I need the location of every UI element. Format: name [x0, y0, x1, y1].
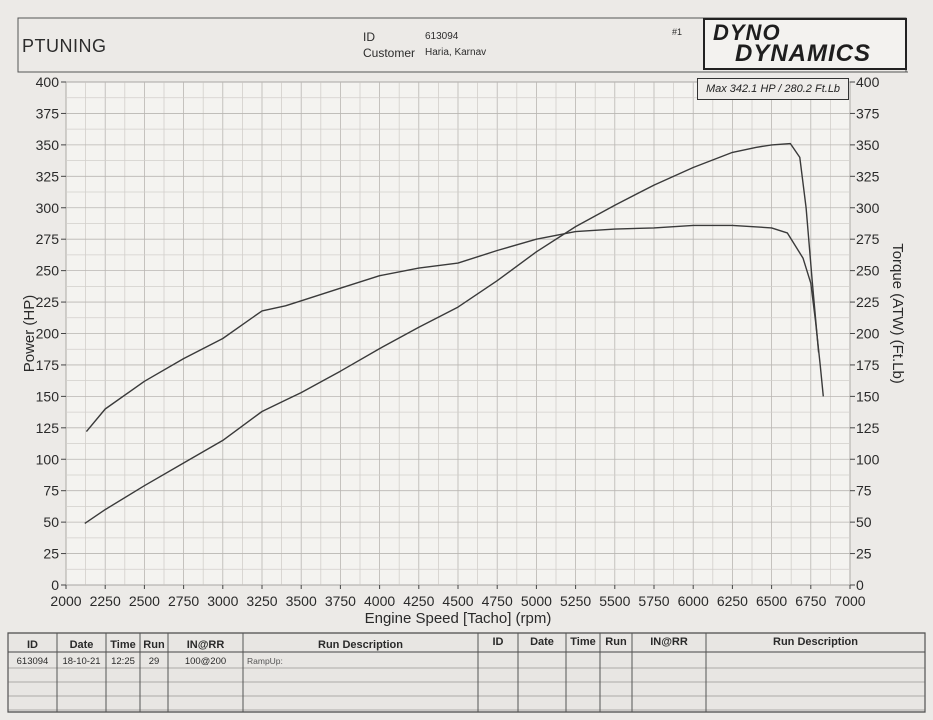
- x-tick-label: 4750: [482, 593, 513, 609]
- y-tick-label: 275: [36, 231, 60, 247]
- customer-label: Customer: [363, 46, 416, 60]
- max-summary: Max 342.1 HP / 280.2 Ft.Lb: [697, 78, 849, 100]
- y-tick-label: 400: [36, 74, 60, 90]
- x-tick-label: 2500: [129, 593, 160, 609]
- x-tick-label: 4250: [403, 593, 434, 609]
- x-tick-label: 2000: [50, 593, 81, 609]
- x-tick-label: 5500: [599, 593, 630, 609]
- x-tick-label: 2250: [90, 593, 121, 609]
- y2-tick-label: 325: [856, 168, 880, 184]
- id-label: ID: [363, 30, 375, 44]
- y-tick-label: 0: [51, 577, 59, 593]
- y2-tick-label: 75: [856, 483, 872, 499]
- y2-tick-label: 275: [856, 231, 880, 247]
- x-tick-label: 4000: [364, 593, 395, 609]
- y2-tick-label: 150: [856, 388, 880, 404]
- run-table-header: Run: [143, 639, 165, 651]
- x-tick-label: 4500: [442, 593, 473, 609]
- id-value: 613094: [425, 31, 459, 42]
- customer-value: Haria, Karnav: [425, 47, 487, 58]
- x-tick-label: 6750: [795, 593, 826, 609]
- run-table-header: Run Description: [773, 636, 858, 648]
- grid: [65, 81, 851, 586]
- y2-tick-label: 200: [856, 326, 880, 342]
- y2-tick-label: 250: [856, 263, 880, 279]
- run-table-header: Run: [605, 636, 627, 648]
- y2-tick-label: 300: [856, 200, 880, 216]
- run-number: #1: [672, 27, 683, 37]
- run-table-cell: 29: [149, 656, 160, 667]
- y2-axis-label: Torque (ATW) (Ft.Lb): [889, 243, 906, 384]
- run-table-cell: 12:25: [111, 656, 135, 667]
- y-tick-label: 325: [36, 168, 60, 184]
- x-tick-label: 2750: [168, 593, 199, 609]
- y-tick-label: 50: [43, 514, 59, 530]
- x-tick-label: 5250: [560, 593, 591, 609]
- power-curve: [84, 142, 820, 524]
- x-tick-label: 5000: [521, 593, 552, 609]
- run-table-cell: 18-10-21: [62, 656, 100, 667]
- x-axis-label: Engine Speed [Tacho] (rpm): [365, 610, 552, 627]
- y-tick-label: 100: [36, 451, 60, 467]
- company-name: PTUNING: [22, 36, 107, 56]
- x-tick-label: 6000: [678, 593, 709, 609]
- x-tick-label: 3250: [246, 593, 277, 609]
- y2-tick-label: 350: [856, 137, 880, 153]
- y2-tick-label: 175: [856, 357, 880, 373]
- run-table-header: IN@RR: [650, 636, 688, 648]
- y2-tick-label: 100: [856, 451, 880, 467]
- y-tick-label: 150: [36, 388, 60, 404]
- y-tick-label: 75: [43, 483, 59, 499]
- y-tick-label: 250: [36, 263, 60, 279]
- y2-tick-label: 0: [856, 577, 864, 593]
- y2-tick-label: 50: [856, 514, 872, 530]
- run-table-header: ID: [27, 639, 38, 651]
- logo-line-1: DYNO: [713, 20, 781, 45]
- run-table-header: Time: [570, 636, 595, 648]
- y-tick-label: 300: [36, 200, 60, 216]
- run-table-header: Date: [70, 639, 94, 651]
- run-table-cell: RampUp:: [247, 656, 283, 666]
- y-tick-label: 375: [36, 105, 60, 121]
- run-table-header: Date: [530, 636, 554, 648]
- run-table-cell: 100@200: [185, 656, 226, 667]
- run-table-header: Run Description: [318, 639, 403, 651]
- x-tick-label: 6250: [717, 593, 748, 609]
- run-table-header: Time: [110, 639, 135, 651]
- y2-tick-label: 400: [856, 74, 880, 90]
- y2-tick-label: 125: [856, 420, 880, 436]
- run-table-header: IN@RR: [187, 639, 225, 651]
- y-tick-label: 350: [36, 137, 60, 153]
- y2-tick-label: 375: [856, 105, 880, 121]
- torque-curve: [85, 224, 824, 433]
- x-tick-label: 3000: [207, 593, 238, 609]
- y-tick-label: 175: [36, 357, 60, 373]
- x-tick-label: 6500: [756, 593, 787, 609]
- y2-tick-label: 25: [856, 546, 872, 562]
- run-table: [7, 632, 926, 713]
- dyno-dynamics-logo: DYNO DYNAMICS: [703, 18, 907, 70]
- y-tick-label: 225: [36, 294, 60, 310]
- y-axis-label: Power (HP): [21, 295, 38, 373]
- x-tick-label: 7000: [834, 593, 865, 609]
- logo-line-2: DYNAMICS: [735, 40, 872, 67]
- y-tick-label: 200: [36, 326, 60, 342]
- x-tick-label: 3500: [286, 593, 317, 609]
- run-table-header: ID: [493, 636, 504, 648]
- x-tick-label: 5750: [638, 593, 669, 609]
- x-tick-label: 3750: [325, 593, 356, 609]
- y2-tick-label: 225: [856, 294, 880, 310]
- y-tick-label: 125: [36, 420, 60, 436]
- y-tick-label: 25: [43, 546, 59, 562]
- run-table-cell: 613094: [17, 656, 49, 667]
